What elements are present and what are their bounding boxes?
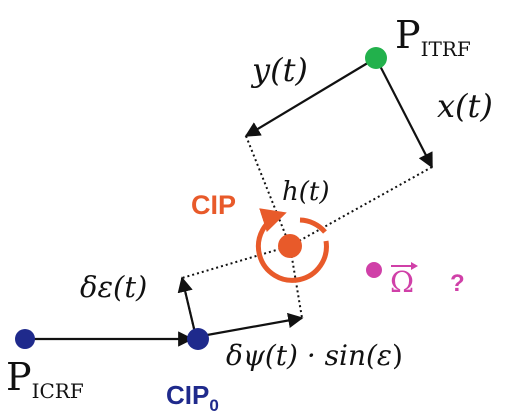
omega-question: ? bbox=[450, 270, 465, 297]
p-icrf-label: PICRF bbox=[6, 355, 84, 403]
cip0-label: CIP0 bbox=[166, 380, 219, 415]
dotted-line-cip-to-deps bbox=[181, 245, 291, 279]
omega-vector-label: Ω ? bbox=[390, 262, 465, 299]
p-itrf-label: PITRF bbox=[395, 13, 471, 61]
delta-eps-arrow bbox=[177, 276, 198, 338]
delta-psi-arrow bbox=[195, 312, 304, 339]
cip0-point bbox=[187, 328, 209, 350]
y-t-label: y(t) bbox=[250, 51, 308, 89]
h-t-label: h(t) bbox=[282, 177, 329, 207]
omega-arrow-head bbox=[411, 262, 418, 270]
delta-psi-label: δψ(t) · sin(ε) bbox=[226, 339, 403, 372]
x-vector-arrow bbox=[375, 57, 433, 169]
dotted-line-x-to-cip bbox=[289, 166, 433, 247]
cip-label: CIP bbox=[191, 190, 236, 220]
rotation-arrow-icon bbox=[255, 208, 329, 283]
solid-vectors bbox=[34, 57, 433, 347]
delta-eps-label: δε(t) bbox=[80, 270, 147, 304]
p-itrf-point bbox=[365, 47, 387, 69]
omega-symbol: Ω bbox=[390, 265, 414, 299]
rotation-arrow-tail bbox=[299, 217, 327, 234]
x-t-label: x(t) bbox=[437, 87, 493, 125]
omega-point bbox=[366, 262, 382, 278]
dotted-construction-lines bbox=[181, 135, 433, 338]
cip-point bbox=[278, 234, 302, 258]
y-vector-arrow bbox=[244, 57, 377, 137]
p-icrf-point bbox=[15, 329, 35, 349]
